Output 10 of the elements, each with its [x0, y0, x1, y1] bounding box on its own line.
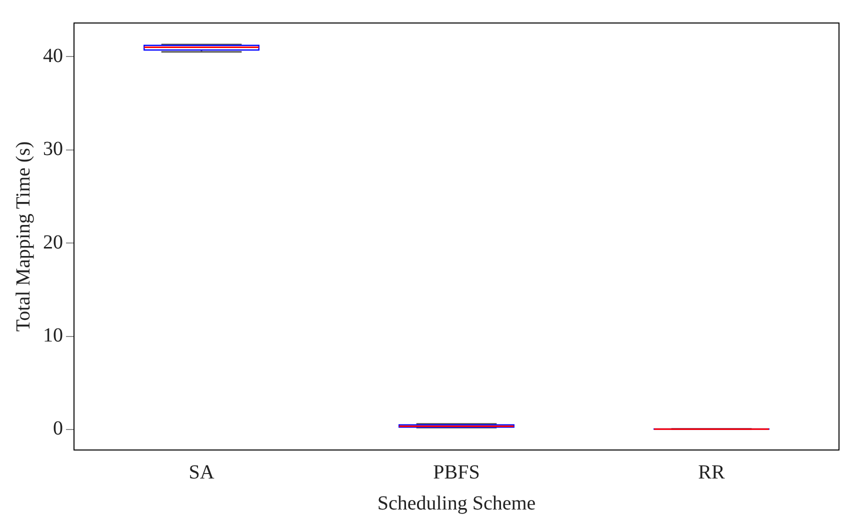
y-tick-label: 40 [43, 44, 63, 67]
y-tick-label: 30 [43, 138, 63, 160]
y-tick-label: 20 [43, 231, 63, 254]
x-tick-label: SA [188, 461, 215, 484]
x-axis-title: Scheduling Scheme [377, 492, 536, 514]
x-tick-label: PBFS [433, 461, 480, 484]
x-tick-label: RR [698, 461, 726, 484]
y-axis-title: Total Mapping Time (s) [12, 141, 34, 332]
y-tick-label: 10 [43, 324, 63, 347]
y-tick-label: 0 [53, 418, 63, 440]
